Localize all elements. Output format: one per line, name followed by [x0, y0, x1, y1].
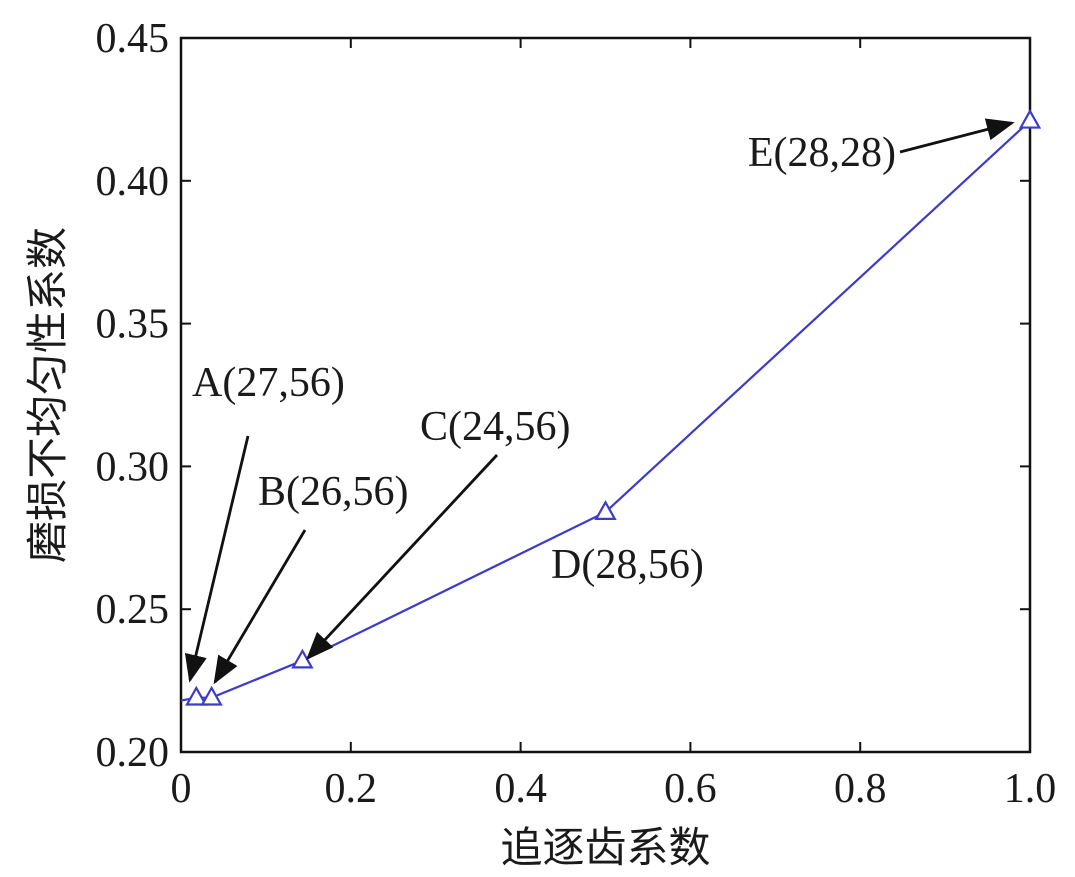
annotation-arrow: [213, 529, 307, 685]
y-tick-label: 0.35: [96, 302, 170, 348]
annotation-label: C(24,56): [420, 404, 571, 450]
annotation-label: A(27,56): [192, 360, 345, 406]
annotation-arrow: [184, 435, 250, 683]
x-tick-label: 1.0: [1004, 766, 1057, 812]
data-point-marker: [185, 685, 208, 706]
annotation-label: E(28,28): [748, 130, 896, 176]
axis-ticks: 0 0.2 0.4 0.6 0.8 1.0 0.20 0.25 0.30 0.35 0.40 0.45: [96, 16, 1057, 812]
annotation-label: B(26,56): [258, 469, 409, 515]
x-tick-label: 0.8: [834, 766, 887, 812]
data-point-marker: [594, 500, 617, 520]
series-layer: [180, 108, 1042, 706]
x-tick-label: 0.2: [325, 766, 378, 812]
x-axis-title: 追逐齿系数: [500, 823, 710, 872]
y-axis-title: 磨损不均匀性系数: [23, 227, 72, 563]
data-point-marker: [200, 685, 223, 706]
plot-frame: [179, 36, 1032, 754]
annotation-label: D(28,56): [551, 542, 704, 588]
y-tick-label: 0.45: [96, 16, 170, 62]
data-point-marker: [291, 648, 314, 669]
x-tick-label: 0.4: [494, 766, 547, 812]
series-line: [180, 119, 1031, 702]
y-tick-label: 0.20: [96, 730, 170, 776]
annotations-layer: A(27,56) B(26,56)C(24,56) D(28,56) E(28,28): [184, 118, 1015, 685]
plot-area: [179, 36, 1032, 754]
y-tick-label: 0.25: [96, 587, 170, 633]
x-tick-label: 0: [171, 766, 192, 812]
y-tick-label: 0.40: [96, 159, 170, 205]
y-tick-label: 0.30: [96, 444, 170, 490]
annotation-arrow: [306, 454, 499, 661]
x-tick-label: 0.6: [664, 766, 717, 812]
data-point-marker: [1018, 108, 1042, 129]
annotation-arrow: [899, 118, 1015, 154]
